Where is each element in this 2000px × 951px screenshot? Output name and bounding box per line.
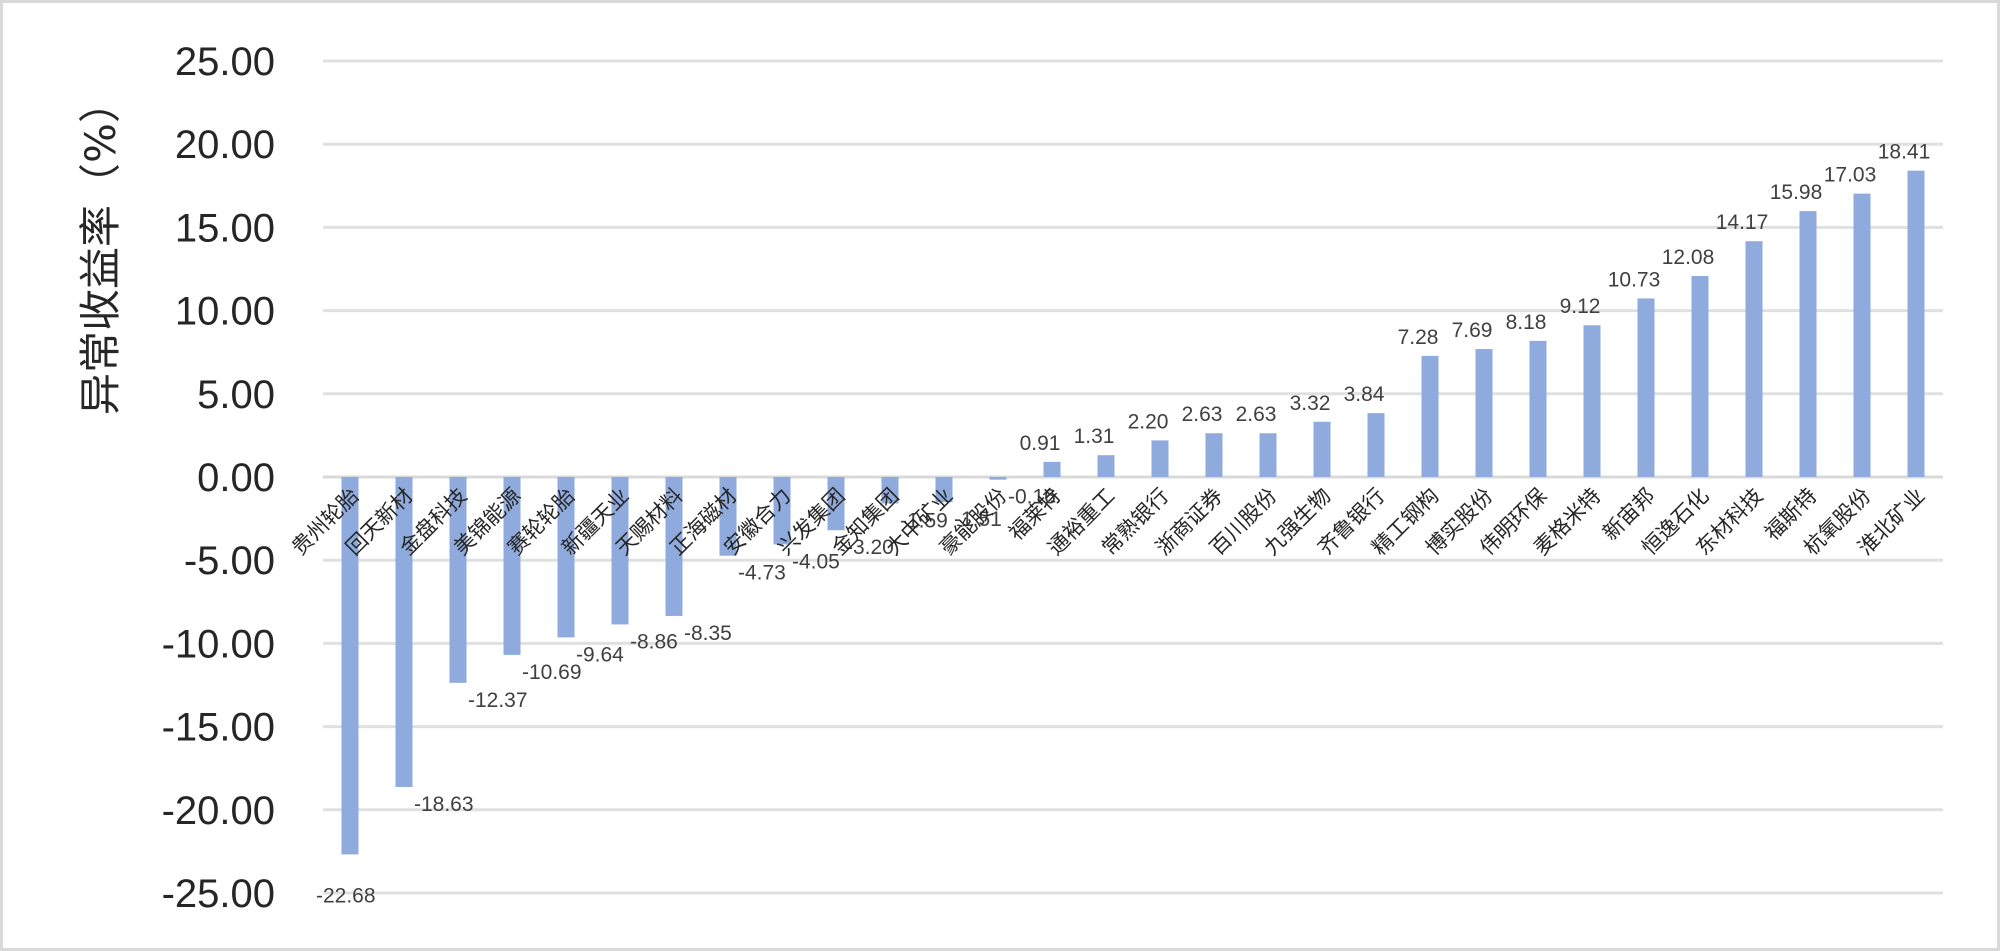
data-label: -4.05 [792,550,840,573]
data-label: -9.64 [576,643,624,666]
bar [395,477,413,788]
y-tick-label: -15.00 [162,706,275,750]
bar [1799,211,1817,477]
bar [1205,433,1223,477]
data-label: -1.59 [900,509,948,532]
y-tick-label: 10.00 [175,290,275,334]
data-label: 2.63 [1182,403,1223,426]
bar [935,477,953,503]
bar [665,477,683,616]
data-label: 7.28 [1398,326,1439,349]
data-label: -8.86 [630,630,678,653]
bar [989,477,1007,480]
data-label: 15.98 [1770,181,1823,204]
y-tick-label: 25.00 [175,40,275,84]
data-label: 18.41 [1878,141,1931,164]
bar [1421,355,1439,477]
data-label: 2.63 [1236,403,1277,426]
data-label: 9.12 [1560,295,1601,318]
bar [1367,413,1385,477]
data-label: 17.03 [1824,164,1877,187]
bar [1151,440,1169,477]
data-label: 7.69 [1452,319,1493,342]
y-tick-label: 0.00 [197,456,275,500]
bar [719,477,737,556]
bar [1691,275,1709,477]
data-label: 3.84 [1344,383,1385,406]
data-label: -22.68 [316,884,376,907]
data-label: -0.16 [1008,486,1056,509]
bar [1313,421,1331,477]
y-tick-label: 15.00 [175,206,275,250]
bar [1745,241,1763,477]
data-label: -4.73 [738,562,786,585]
data-label: -8.35 [684,622,732,645]
data-label: 8.18 [1506,311,1547,334]
y-tick-label: -20.00 [162,789,275,833]
y-tick-label: 20.00 [175,123,275,167]
bar [1529,340,1547,477]
bar [1043,461,1061,477]
data-label: 14.17 [1716,211,1769,234]
data-label: 12.08 [1662,246,1715,269]
bar-chart: -25.00 -20.00 -15.00 -10.00 -5.00 0.00 5.00 10.… [76,40,1943,916]
y-tick-label: 5.00 [197,373,275,417]
bar [773,477,791,545]
y-tick-label: -25.00 [162,872,275,916]
data-label: 1.31 [1074,425,1115,448]
bar [503,477,521,655]
data-label: 10.73 [1608,268,1661,291]
bar [1259,433,1277,477]
data-label: 3.32 [1290,392,1331,415]
y-tick-label: -5.00 [184,539,275,583]
bar [611,477,629,625]
bar [557,477,575,638]
bar [1475,349,1493,477]
y-tick-label: -10.00 [162,622,275,666]
data-label: -3.20 [846,536,894,559]
bar [1583,325,1601,477]
bar [827,477,845,531]
data-label: -12.37 [468,689,528,712]
bar [341,477,359,855]
bar [1097,455,1115,477]
bar [1637,298,1655,477]
data-label: -18.63 [414,793,474,816]
data-label: 0.91 [1020,432,1061,455]
bar [449,477,467,683]
data-label: -1.51 [954,508,1002,531]
data-label: 2.20 [1128,410,1169,433]
y-axis-label: 异常收益率（%） [76,81,125,415]
data-label: -10.69 [522,661,582,684]
bar [1853,193,1871,478]
bar [881,477,899,504]
bar [1907,170,1925,477]
